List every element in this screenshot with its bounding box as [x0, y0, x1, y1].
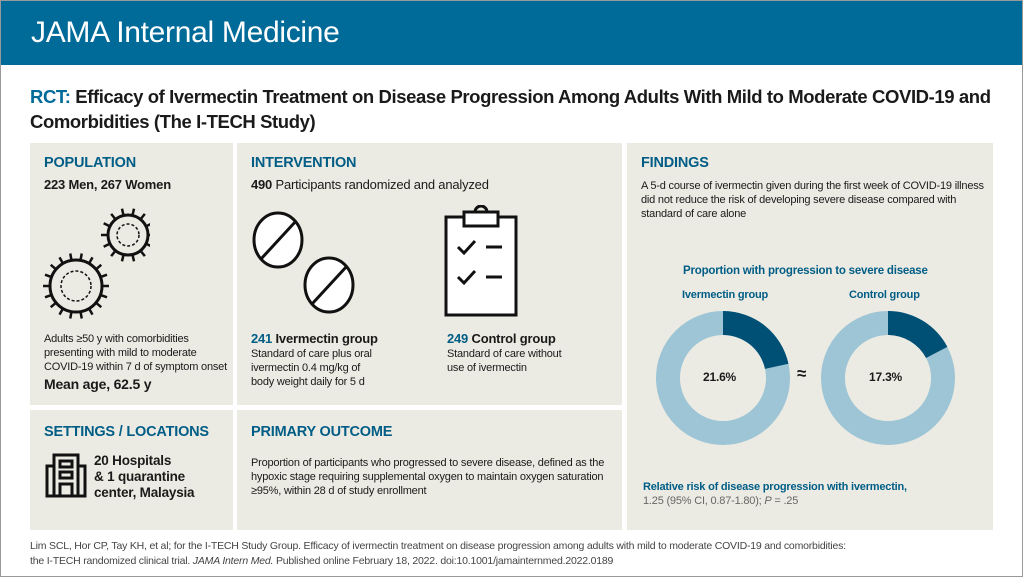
primary-outcome-text: Proportion of participants who progresse… [251, 457, 605, 497]
virus-spike [103, 242, 111, 248]
intervention-heading: INTERVENTION [251, 155, 357, 171]
ivermectin-value: 21.6% [703, 370, 737, 384]
population-heading: POPULATION [44, 155, 136, 171]
findings-heading: FINDINGS [641, 155, 709, 171]
ivermectin-group-description: Standard of care plus oral ivermectin 0.… [251, 348, 372, 388]
virus-spike [95, 301, 103, 309]
virus-icon [43, 208, 150, 319]
virus-spike [44, 273, 52, 279]
donut-slice-1 [888, 311, 948, 358]
control-group-description: Standard of care without use of ivermect… [447, 348, 562, 374]
citation: Lim SCL, Hor CP, Tay KH, et al; for the … [30, 540, 846, 567]
virus-spike [79, 253, 83, 261]
approx-symbol: ≈ [797, 364, 807, 383]
donut-slice-0 [723, 311, 789, 369]
primary-outcome-heading: PRIMARY OUTCOME [251, 424, 393, 440]
population-counts: 223 Men, 267 Women [44, 177, 171, 192]
control-label: Control group [849, 289, 920, 301]
virus-spike [44, 293, 52, 299]
virus-spike [120, 254, 125, 262]
primary-outcome-panel: PRIMARY OUTCOME Proportion of participan… [237, 410, 622, 530]
chart-title: Proportion with progression to severe di… [683, 265, 928, 277]
virus-spike [103, 222, 111, 228]
ivermectin-label: Ivermectin group [682, 289, 769, 301]
virus-spike [131, 208, 136, 216]
virus-spike [110, 249, 117, 257]
virus-spike [145, 242, 150, 247]
mean-age: Mean age, 62.5 y [44, 376, 152, 392]
virus-spike [58, 307, 65, 316]
virus-spike [49, 263, 57, 271]
population-description: Adults ≥50 y with comorbidities presenti… [44, 333, 227, 373]
pills-icon [252, 211, 355, 314]
journal-name: JAMA Internal Medicine [31, 16, 340, 49]
virus-spike [131, 254, 136, 262]
virus-spike [87, 256, 94, 265]
settings-panel: SETTINGS / LOCATIONS 20 Hospitals & 1 qua… [30, 410, 233, 530]
settings-heading: SETTINGS / LOCATIONS [44, 424, 209, 440]
virus-spike [145, 223, 150, 228]
population-panel: POPULATION 223 Men, 267 Women Adults ≥50… [30, 143, 233, 405]
virus-spike [120, 208, 125, 216]
hospital-icon [45, 453, 87, 498]
findings-text: A 5-d course of ivermectin given during … [641, 180, 984, 220]
findings-panel: FINDINGS A 5-d course of ivermectin give… [627, 143, 993, 530]
virus-spike [110, 213, 117, 221]
virus-spike [139, 249, 146, 257]
virus-spike [49, 301, 57, 309]
virus-spike [79, 311, 83, 319]
donut-charts [656, 311, 955, 445]
page-title: RCT: Efficacy of Ivermectin Treatment on… [30, 86, 991, 132]
virus-spike [69, 311, 73, 319]
intervention-panel: INTERVENTION 490 Participants randomized… [237, 143, 622, 405]
rr-label: Relative risk of disease progression wit… [643, 481, 907, 493]
virus-spike [100, 293, 108, 299]
virus-spike [69, 253, 73, 261]
virus-spike [139, 213, 146, 221]
virus-spike [87, 307, 94, 316]
journal-header: JAMA Internal Medicine [1, 1, 1022, 65]
virus-spike [95, 263, 103, 271]
virus-spike [100, 273, 108, 279]
control-value: 17.3% [869, 370, 903, 384]
clipboard-icon [444, 205, 518, 317]
virus-spike [58, 256, 65, 265]
